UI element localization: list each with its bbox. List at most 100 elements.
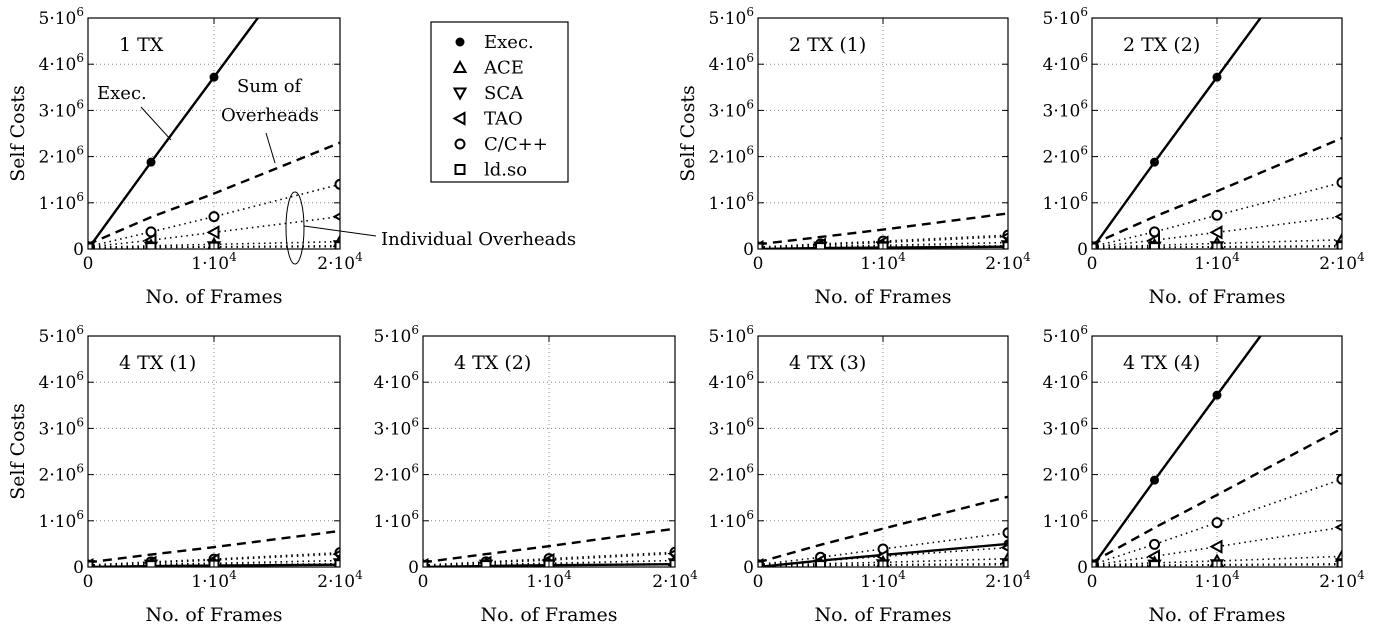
panel-title: 4 TX (1) xyxy=(119,352,196,374)
y-tick-label: 3·106 xyxy=(374,415,420,439)
x-tick-label: 2·104 xyxy=(1319,250,1365,274)
x-axis-label: No. of Frames xyxy=(146,604,283,626)
x-tick-label: 2·104 xyxy=(985,250,1031,274)
data-point xyxy=(1149,538,1160,550)
series-line-c-c- xyxy=(1092,181,1342,248)
legend-label: ACE xyxy=(483,58,524,79)
series-line-sum-of-overheads xyxy=(1092,137,1342,246)
data-point xyxy=(1002,527,1008,539)
annotation-individual-leader xyxy=(303,225,377,237)
y-tick-label: 5·106 xyxy=(1043,5,1089,29)
panel-title: 4 TX (3) xyxy=(789,352,866,374)
data-point xyxy=(1212,72,1222,82)
series-line-exec- xyxy=(1092,18,1262,249)
y-tick-label: 2·106 xyxy=(1043,144,1089,168)
y-tick-label: 1·106 xyxy=(1043,190,1089,214)
data-point xyxy=(1336,176,1342,188)
y-tick-label: 1·106 xyxy=(709,190,755,214)
data-point xyxy=(1149,242,1160,249)
legend-marker xyxy=(452,111,466,126)
y-tick-label: 4·106 xyxy=(39,369,85,393)
y-tick-label: 4·106 xyxy=(709,369,755,393)
data-point xyxy=(1211,517,1223,529)
x-tick-label: 0 xyxy=(753,572,764,592)
y-tick-label: 3·106 xyxy=(1043,415,1089,439)
annotation-ellipse xyxy=(285,191,305,265)
panel-1: 0 1·106 2·106 3·106 4·106 5·106 0 1·104 2·104 1 T… xyxy=(7,5,363,308)
series-line-ld-so xyxy=(88,563,340,567)
y-tick-label: 5·106 xyxy=(709,5,755,29)
series-line-sum-of-overheads xyxy=(758,212,1008,246)
data-point xyxy=(209,72,219,82)
y-tick-label: 2·106 xyxy=(39,462,85,486)
data-point xyxy=(1212,390,1222,400)
annotation-exec: Exec. xyxy=(97,83,147,104)
y-axis-label: Self Costs xyxy=(677,85,699,182)
x-tick-label: 1·104 xyxy=(1194,250,1240,274)
panel-title: 4 TX (4) xyxy=(1123,352,1200,374)
y-tick-label: 1·106 xyxy=(39,190,85,214)
y-tick-label: 0 xyxy=(743,240,754,260)
series-line-ace xyxy=(758,241,1008,249)
series-line-sum-of-overheads xyxy=(758,495,1008,564)
y-tick-label: 5·106 xyxy=(39,323,85,347)
y-tick-label: 5·106 xyxy=(709,323,755,347)
data-point xyxy=(758,560,764,567)
y-tick-label: 2·106 xyxy=(709,144,755,168)
annotation-overheads-line1: Sum of xyxy=(237,76,303,97)
panel-title: 2 TX (1) xyxy=(789,34,866,56)
panel-title: 1 TX xyxy=(119,34,164,56)
series-line-sum-of-overheads xyxy=(88,529,340,564)
data-point xyxy=(334,241,340,249)
data-point xyxy=(1092,242,1098,249)
x-tick-label: 2·104 xyxy=(985,568,1031,592)
series-line-tao xyxy=(423,552,675,566)
data-point xyxy=(88,560,94,567)
y-tick-label: 4·106 xyxy=(39,51,85,75)
data-point xyxy=(815,560,826,567)
legend-label: ld.so xyxy=(484,160,527,181)
annotations: Exec. Sum of Overheads Individual Overheads xyxy=(97,76,576,265)
data-point xyxy=(1150,475,1159,485)
series-line-ld-so xyxy=(1092,245,1342,249)
legend-label: Exec. xyxy=(484,32,534,53)
panel-title: 2 TX (2) xyxy=(1123,34,1200,56)
series-line-tao xyxy=(1092,215,1342,248)
y-tick-label: 0 xyxy=(743,558,754,578)
data-point xyxy=(1209,225,1223,240)
y-tick-label: 0 xyxy=(73,240,84,260)
annotation-exec-leader xyxy=(140,106,172,141)
x-axis-label: No. of Frames xyxy=(1149,286,1286,308)
annotation-individual: Individual Overheads xyxy=(381,229,576,250)
series-group xyxy=(88,18,340,249)
y-tick-label: 2·106 xyxy=(709,462,755,486)
data-point xyxy=(1092,560,1098,567)
legend-label: TAO xyxy=(484,109,523,130)
x-axis-label: No. of Frames xyxy=(146,286,283,308)
panel-7: 0 1·106 2·106 3·106 4·106 5·106 0 1·104 2·104 4 T… xyxy=(1043,323,1366,626)
y-tick-label: 0 xyxy=(408,558,419,578)
series-line-tao xyxy=(758,546,1008,566)
data-point xyxy=(1002,241,1008,249)
legend-marker xyxy=(452,59,468,73)
y-tick-label: 2·106 xyxy=(374,462,420,486)
series-line-ace xyxy=(1092,238,1342,249)
y-tick-label: 1·106 xyxy=(1043,508,1089,532)
y-tick-label: 3·106 xyxy=(709,415,755,439)
panel-3: 0 1·106 2·106 3·106 4·106 5·106 0 1·104 2·104 2 T… xyxy=(1043,5,1366,308)
legend-marker xyxy=(455,37,465,47)
y-tick-label: 4·106 xyxy=(1043,369,1089,393)
y-tick-label: 0 xyxy=(1077,240,1088,260)
series-line-ld-so xyxy=(1092,563,1342,567)
data-point xyxy=(1150,157,1159,167)
x-axis-label: No. of Frames xyxy=(815,604,952,626)
data-point xyxy=(1002,559,1008,567)
data-point xyxy=(1149,560,1160,567)
data-point xyxy=(423,560,429,567)
x-tick-label: 2·104 xyxy=(317,250,363,274)
panel-5: 0 1·106 2·106 3·106 4·106 5·106 0 1·104 2·104 4 T… xyxy=(374,323,699,626)
y-tick-label: 4·106 xyxy=(709,51,755,75)
data-point xyxy=(334,178,340,190)
series-line-ace xyxy=(88,559,340,567)
